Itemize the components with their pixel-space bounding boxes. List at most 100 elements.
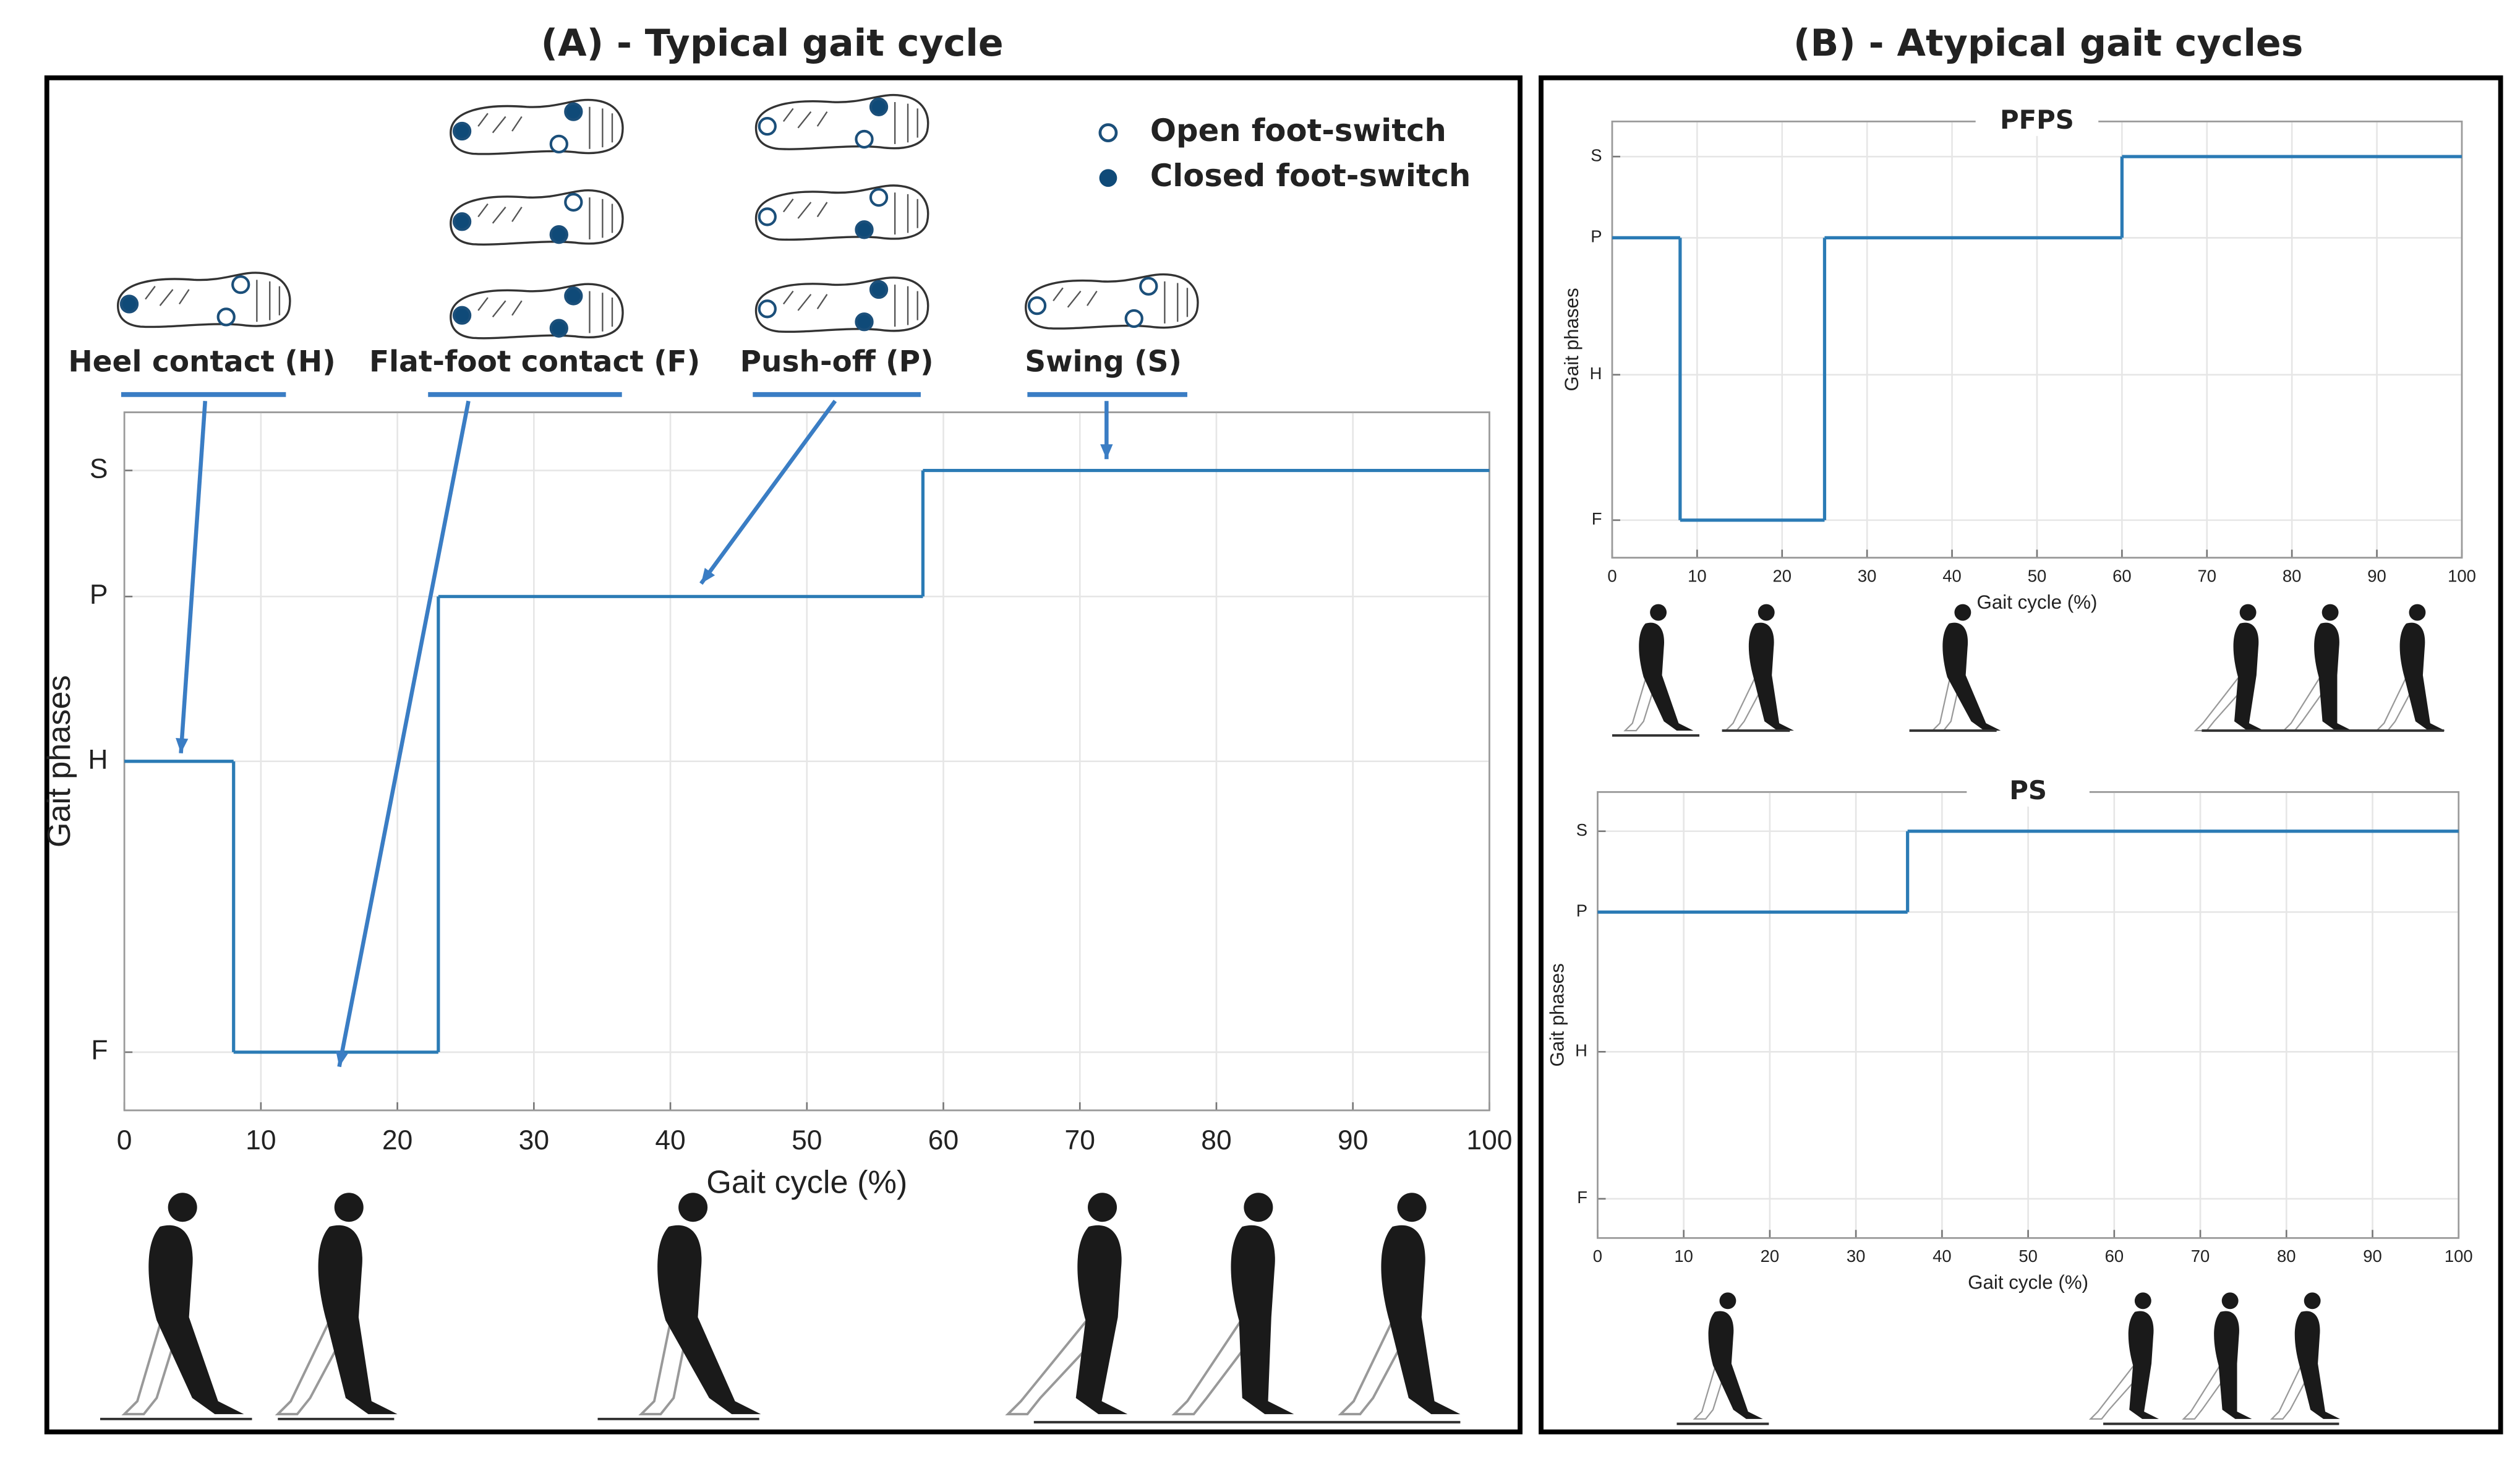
x-tick-label: 10: [1674, 1246, 1693, 1266]
body: [2294, 1311, 2340, 1419]
head: [1758, 604, 1775, 621]
foot-switch: [869, 97, 889, 116]
foot-switch: [452, 121, 472, 141]
walker-silhouette: [121, 1193, 244, 1416]
walker-silhouette: [2182, 1292, 2252, 1420]
foot-icon: [450, 98, 624, 155]
annotation-arrow: [179, 401, 208, 753]
foot-switch: [869, 280, 889, 299]
x-tick-label: 100: [1466, 1125, 1512, 1156]
y-axis-label: Gait phases: [1547, 963, 1568, 1066]
foot-outline: [116, 272, 291, 328]
body: [148, 1225, 244, 1415]
y-tick-label: F: [1577, 1188, 1587, 1207]
title-background: [1975, 106, 2099, 136]
foot-outline: [754, 93, 929, 150]
phase-label: Heel contact (H): [68, 345, 335, 379]
x-tick-label: 80: [2277, 1246, 2296, 1266]
x-tick-label: 40: [655, 1125, 685, 1156]
head: [2134, 1292, 2151, 1310]
foot-outline: [754, 184, 929, 241]
x-tick-label: 90: [2363, 1246, 2381, 1266]
y-tick-label: S: [1591, 145, 1602, 165]
foot-switch: [1027, 296, 1047, 315]
y-tick-label: F: [91, 1036, 108, 1066]
head: [334, 1193, 364, 1222]
panel-a-border: [44, 75, 1523, 1434]
walker-silhouette: [1338, 1193, 1461, 1416]
body: [318, 1225, 398, 1415]
x-tick-label: 20: [382, 1125, 412, 1156]
head: [1397, 1193, 1427, 1222]
x-tick-label: 90: [1338, 1125, 1368, 1156]
x-tick-label: 80: [2283, 566, 2301, 585]
y-tick-label: P: [1576, 901, 1587, 920]
foot-icon: [754, 93, 929, 150]
foot-switch: [564, 102, 583, 121]
x-tick-label: 10: [1688, 566, 1706, 585]
x-tick-label: 0: [117, 1125, 132, 1156]
foot-lines: [145, 280, 281, 322]
head: [1719, 1292, 1736, 1310]
x-tick-label: 0: [1607, 566, 1617, 585]
panel-b-border: [1539, 75, 2503, 1434]
x-tick-label: 50: [2018, 1246, 2037, 1266]
x-tick-label: 60: [2105, 1246, 2124, 1266]
x-tick-label: 50: [792, 1125, 822, 1156]
foot-lines: [782, 101, 918, 144]
body: [2314, 622, 2352, 731]
body: [1231, 1225, 1294, 1415]
foot-switch: [549, 225, 568, 244]
foot-lines: [477, 106, 613, 149]
foot-switch: [1124, 309, 1143, 328]
body: [2399, 622, 2445, 731]
body: [1942, 622, 2001, 731]
foot-switch: [758, 117, 777, 136]
x-tick-label: 50: [2028, 566, 2046, 585]
foot-switch: [216, 307, 236, 327]
walker-silhouette: [638, 1193, 761, 1416]
phase-label: Swing (S): [1025, 345, 1182, 379]
y-tick-label: F: [1592, 509, 1602, 528]
annotation-arrow: [337, 400, 471, 1068]
legend-closed-marker: [1099, 169, 1117, 187]
y-tick-label: S: [1576, 820, 1587, 839]
foot-lines: [477, 197, 613, 240]
foot-outline: [754, 277, 929, 333]
x-tick-label: 20: [1773, 566, 1792, 585]
walker-silhouette: [2282, 604, 2352, 732]
x-tick-label: 60: [928, 1125, 959, 1156]
y-tick-label: H: [88, 744, 108, 774]
annotation-arrow: [699, 400, 837, 585]
foot-outline: [450, 189, 624, 246]
body: [2128, 1311, 2159, 1419]
foot-switch: [549, 134, 568, 154]
panel-title: (A) - Typical gait cycle: [541, 22, 1004, 65]
walker-silhouette: [1005, 1193, 1128, 1416]
phase-label: Push-off (P): [740, 345, 934, 379]
x-tick-label: 0: [1593, 1246, 1602, 1266]
x-tick-label: 60: [2112, 566, 2131, 585]
title-background: [1967, 777, 2090, 807]
x-tick-label: 100: [2448, 566, 2476, 585]
arrow-head: [701, 567, 715, 584]
x-tick-label: 30: [519, 1125, 549, 1156]
foot-lines: [782, 192, 918, 235]
body: [1075, 1225, 1128, 1415]
body: [657, 1225, 761, 1415]
y-tick-label: P: [1591, 227, 1602, 246]
foot-switch: [549, 319, 568, 338]
x-axis-label: Gait cycle (%): [1968, 1272, 2088, 1293]
foot-outline: [450, 283, 624, 340]
panel-title: (B) - Atypical gait cycles: [1793, 22, 2303, 65]
y-tick-label: P: [90, 580, 108, 610]
foot-switch: [119, 294, 139, 314]
body: [1748, 622, 1795, 731]
foot-switch: [1139, 277, 1158, 296]
foot-icon: [1025, 273, 1199, 330]
foot-switch: [855, 312, 874, 332]
head: [2304, 1292, 2321, 1310]
walker-silhouette: [1623, 604, 1694, 732]
